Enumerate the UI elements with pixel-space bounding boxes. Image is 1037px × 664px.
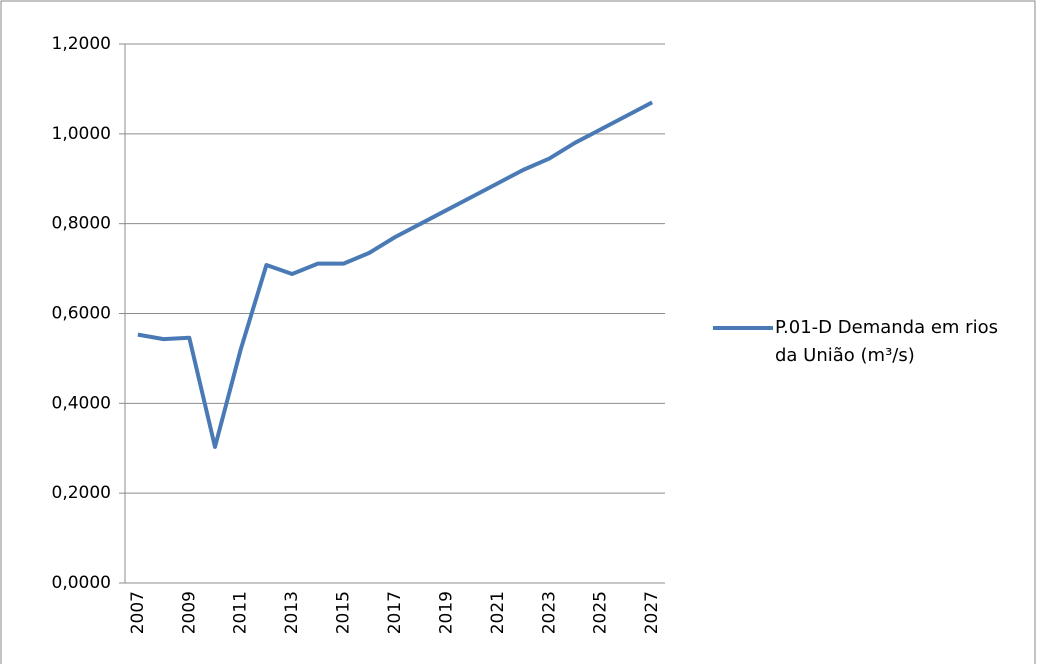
x-tick-label: 2023	[539, 591, 559, 634]
x-tick-label: 2015	[334, 591, 354, 634]
x-tick-label: 2027	[642, 591, 662, 634]
legend: P.01-D Demanda em rios da União (m³/s)	[713, 314, 1025, 370]
y-tick-label: 0,2000	[52, 483, 111, 503]
data-line	[137, 100, 654, 449]
y-tick-label: 0,8000	[52, 214, 111, 234]
x-tick-label: 2021	[488, 591, 508, 634]
x-tick-label: 2013	[282, 591, 302, 634]
legend-entry: P.01-D Demanda em rios da União (m³/s)	[713, 314, 1025, 370]
y-tick-label: 0,4000	[52, 393, 111, 413]
legend-label: P.01-D Demanda em rios da União (m³/s)	[775, 317, 998, 366]
x-tick-label: 2025	[591, 591, 611, 634]
y-tick-label: 1,2000	[52, 34, 111, 54]
y-tick-label: 0,6000	[52, 304, 111, 324]
y-tick-label: 1,0000	[52, 124, 111, 144]
x-tick-label: 2019	[436, 591, 456, 634]
x-tick-label: 2011	[231, 591, 251, 634]
x-tick-label: 2017	[385, 591, 405, 634]
legend-swatch	[713, 326, 773, 330]
x-tick-label: 2007	[128, 591, 148, 634]
x-tick-label: 2009	[179, 591, 199, 634]
y-tick-label: 0,0000	[52, 573, 111, 593]
